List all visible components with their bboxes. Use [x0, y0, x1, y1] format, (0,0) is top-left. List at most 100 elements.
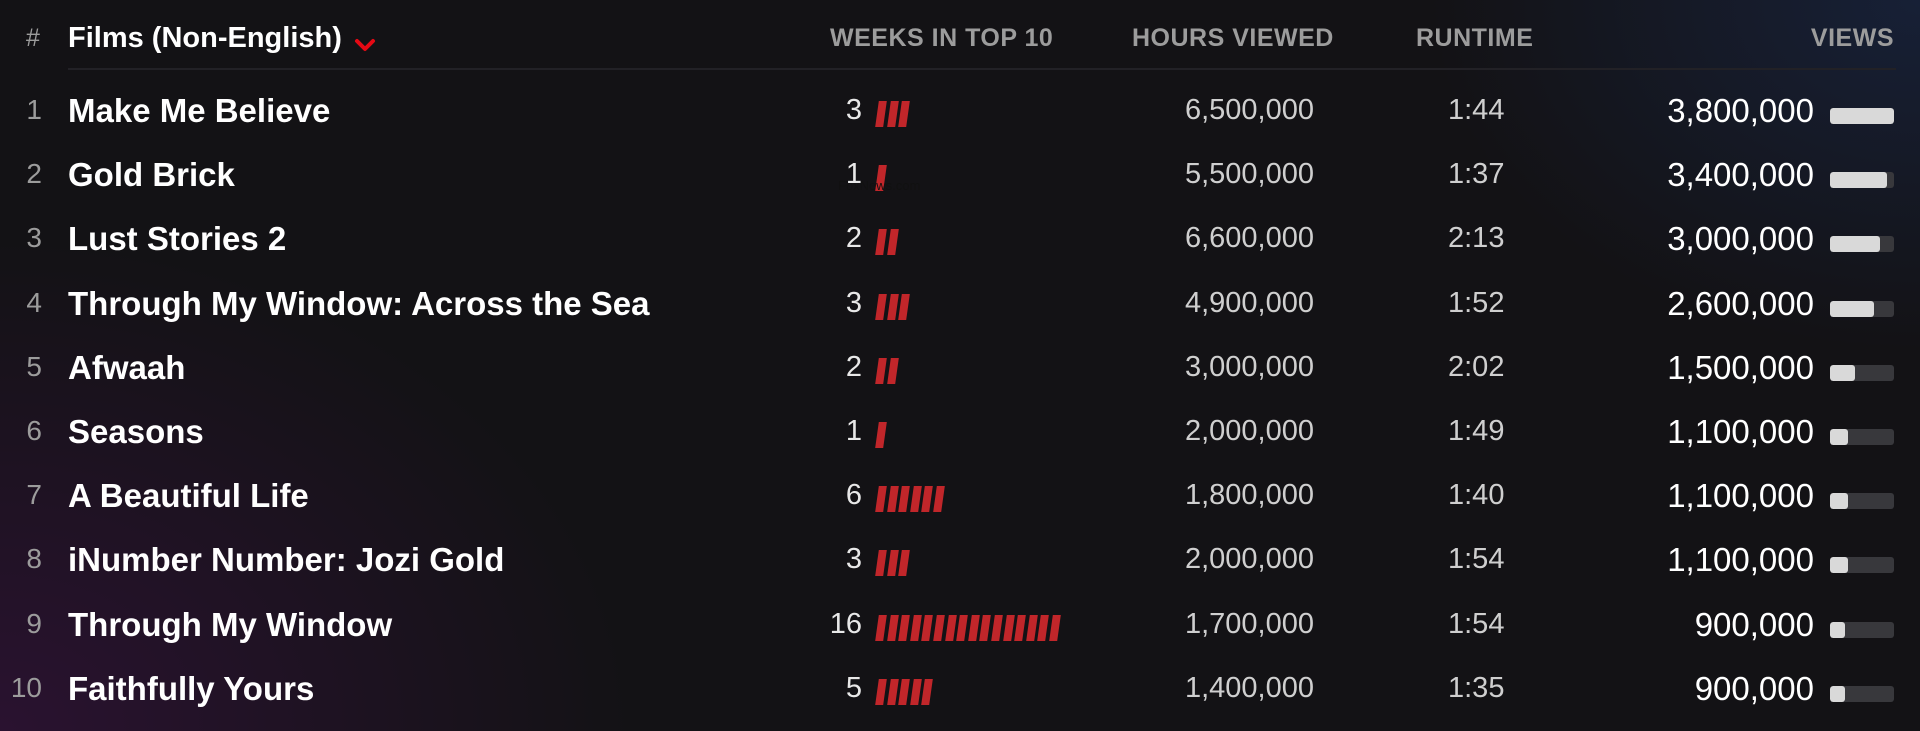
week-segment	[1037, 614, 1050, 641]
week-segment	[1025, 614, 1038, 641]
week-segment	[886, 357, 899, 384]
film-title[interactable]: A Beautiful Life	[68, 477, 309, 515]
hours-viewed: 1,700,000	[1184, 607, 1314, 640]
week-segment	[898, 486, 911, 513]
rank-number: 10	[10, 671, 42, 703]
week-segment	[921, 614, 934, 641]
week-segment	[898, 293, 911, 320]
runtime-value: 1:44	[1448, 94, 1505, 126]
rank-number: 2	[26, 158, 42, 190]
table-row[interactable]: 1 Make Me Believe 3 6,500,000 1:44 3,800,000	[0, 80, 1920, 144]
views-bar-fill	[1830, 300, 1874, 317]
views-bar	[1830, 493, 1894, 510]
week-segment	[898, 614, 911, 641]
views-count: 3,400,000	[1667, 156, 1814, 194]
views-bar-fill	[1830, 685, 1845, 702]
views-bar	[1830, 108, 1894, 124]
rank-number: 8	[26, 543, 42, 575]
film-title[interactable]: Afwaah	[68, 348, 186, 386]
week-segment	[886, 614, 899, 641]
film-title[interactable]: Seasons	[68, 413, 204, 450]
views-bar-fill	[1830, 429, 1848, 445]
views-count: 2,600,000	[1667, 284, 1814, 322]
week-segment	[909, 486, 922, 513]
runtime-value: 1:49	[1448, 415, 1505, 447]
hours-viewed: 3,000,000	[1184, 350, 1314, 383]
hours-viewed: 6,500,000	[1184, 94, 1314, 126]
rank-number: 5	[26, 350, 42, 382]
week-segment	[898, 101, 911, 127]
film-title[interactable]: Gold Brick	[68, 156, 235, 194]
watermark: FoxNews.com	[838, 178, 921, 193]
views-bar-fill	[1830, 557, 1848, 574]
week-segment	[875, 550, 887, 577]
views-count: 1,500,000	[1667, 348, 1814, 386]
week-segment	[1049, 614, 1061, 641]
views-bar-fill	[1830, 236, 1880, 253]
weeks-count: 1	[845, 158, 862, 191]
views-bar-fill	[1830, 108, 1894, 124]
table-row[interactable]: 2 Gold Brick 1 5,500,000 1:37 3,400,000	[0, 144, 1920, 208]
hours-viewed: 4,900,000	[1184, 286, 1314, 319]
rank-column-header: #	[26, 24, 41, 52]
weeks-column-header: WEEKS IN TOP 10	[830, 24, 1054, 52]
table-row[interactable]: 5 Afwaah 2 3,000,000 2:02 1,500,000	[0, 337, 1920, 401]
film-title[interactable]: Through My Window	[68, 605, 393, 643]
rank-number: 3	[26, 222, 42, 254]
rank-number: 9	[26, 607, 42, 639]
runtime-value: 1:54	[1448, 607, 1505, 640]
week-segment	[875, 486, 887, 513]
table-row[interactable]: 6 Seasons 1 2,000,000 1:49 1,100,000	[0, 401, 1920, 465]
views-bar	[1830, 300, 1894, 317]
week-segment	[886, 101, 899, 127]
week-segment	[921, 486, 934, 513]
week-segment	[933, 614, 945, 641]
week-segment	[875, 293, 887, 320]
table-row[interactable]: 8 iNumber Number: Jozi Gold 3 2,000,000 1:54…	[0, 529, 1920, 593]
week-segment	[886, 293, 899, 320]
views-count: 3,000,000	[1667, 220, 1814, 258]
weeks-count: 2	[845, 350, 862, 383]
views-bar	[1830, 557, 1894, 574]
views-bar	[1830, 236, 1894, 253]
hours-viewed: 2,000,000	[1184, 415, 1314, 447]
film-title[interactable]: Through My Window: Across the Sea	[68, 284, 650, 322]
week-segment	[991, 614, 1003, 641]
film-title[interactable]: Make Me Believe	[68, 92, 331, 129]
views-count: 1,100,000	[1667, 413, 1814, 450]
runtime-value: 1:40	[1448, 479, 1505, 512]
runtime-column-header: RUNTIME	[1416, 24, 1534, 52]
week-segment	[898, 678, 911, 705]
film-title[interactable]: Faithfully Yours	[68, 669, 315, 707]
views-bar	[1830, 621, 1894, 638]
views-count: 1,100,000	[1667, 541, 1814, 579]
table-row[interactable]: 10 Faithfully Yours 5 1,400,000 1:35 900,000	[0, 658, 1920, 722]
table-header: # Films (Non-English) WEEKS IN TOP 10 HO…	[0, 0, 1920, 70]
header-divider	[68, 68, 1896, 70]
film-title[interactable]: iNumber Number: Jozi Gold	[68, 541, 505, 579]
table-row[interactable]: 7 A Beautiful Life 6 1,800,000 1:40 1,100,000	[0, 465, 1920, 529]
views-bar	[1830, 429, 1894, 445]
views-bar-fill	[1830, 621, 1845, 638]
chevron-down-icon[interactable]	[354, 29, 376, 52]
film-title[interactable]: Lust Stories 2	[68, 220, 287, 258]
week-segment	[886, 486, 899, 513]
week-segment	[909, 614, 922, 641]
table-row[interactable]: 3 Lust Stories 2 2 6,600,000 2:13 3,000,000	[0, 208, 1920, 272]
views-count: 900,000	[1694, 669, 1814, 707]
views-bar-fill	[1830, 172, 1887, 189]
week-segment	[979, 614, 992, 641]
table-row[interactable]: 9 Through My Window 16 1,700,000 1:54 900,000	[0, 594, 1920, 658]
week-segment	[875, 357, 887, 384]
hours-viewed: 2,000,000	[1184, 543, 1314, 576]
views-column-header: VIEWS	[1810, 24, 1894, 52]
runtime-value: 1:37	[1448, 158, 1505, 191]
runtime-value: 1:35	[1448, 671, 1505, 704]
week-segment	[956, 614, 969, 641]
views-bar-fill	[1830, 493, 1848, 510]
hours-viewed: 1,400,000	[1184, 671, 1314, 704]
category-dropdown[interactable]: Films (Non-English)	[68, 22, 376, 55]
runtime-value: 1:54	[1448, 543, 1505, 576]
table-row[interactable]: 4 Through My Window: Across the Sea 3 4,900…	[0, 273, 1920, 337]
